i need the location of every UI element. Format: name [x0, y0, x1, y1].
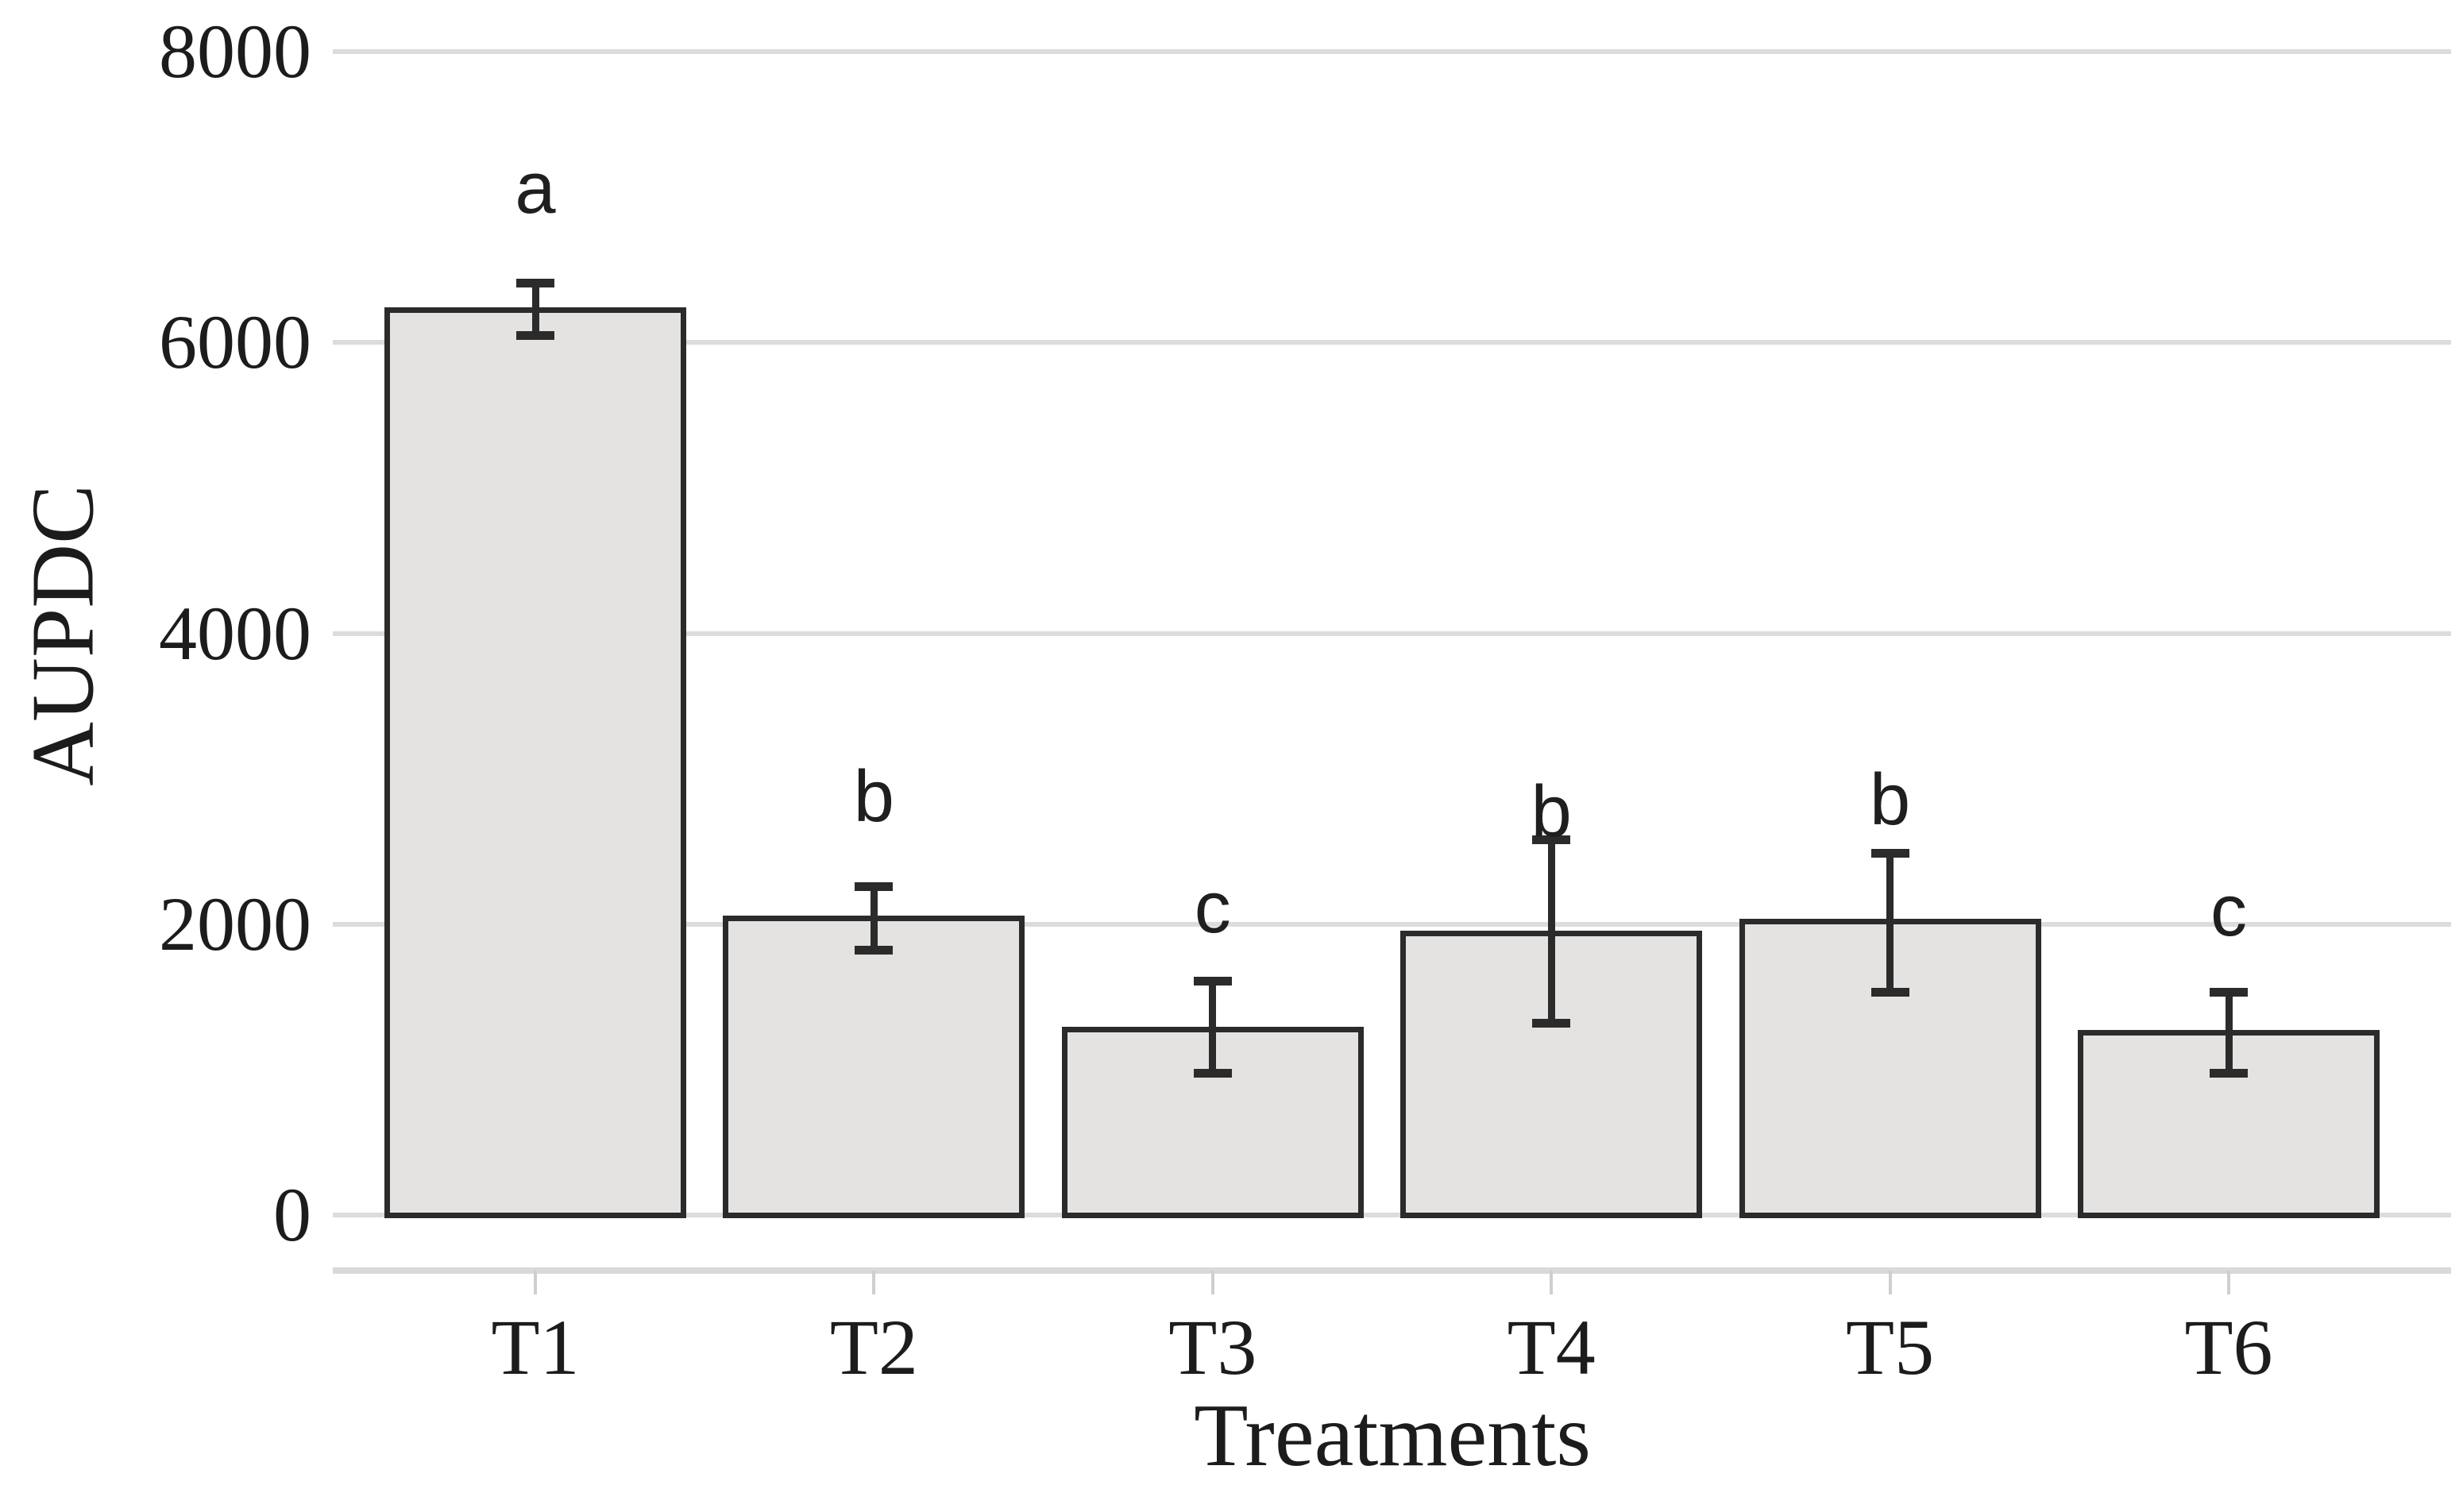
- error-bar-line: [870, 886, 878, 951]
- error-bar-cap-bottom: [516, 330, 554, 340]
- gridline: [333, 631, 2451, 636]
- gridline: [333, 49, 2451, 54]
- significance-letter: c: [2210, 870, 2247, 952]
- significance-letter: c: [1194, 866, 1231, 948]
- significance-letter: b: [1870, 759, 1911, 841]
- x-tick-mark: [1550, 1271, 1554, 1294]
- x-tick-label: T5: [1846, 1303, 1935, 1391]
- x-tick-mark: [2227, 1271, 2230, 1294]
- x-axis-line: [333, 1267, 2451, 1274]
- error-bar-line: [1547, 839, 1555, 1024]
- error-bar-cap-top: [2210, 988, 2248, 997]
- error-bar-cap-top: [855, 881, 894, 891]
- error-bar-line: [1886, 853, 1894, 993]
- x-tick-mark: [1210, 1271, 1214, 1294]
- y-tick-label: 4000: [159, 590, 311, 676]
- x-tick-label: T2: [829, 1303, 918, 1391]
- bar: [723, 915, 1025, 1218]
- x-tick-mark: [872, 1271, 876, 1294]
- error-bar-cap-bottom: [1532, 1018, 1571, 1028]
- x-tick-mark: [1888, 1271, 1892, 1294]
- x-tick-mark: [534, 1271, 537, 1294]
- significance-letter: b: [1531, 770, 1572, 852]
- error-bar-cap-top: [1193, 976, 1232, 986]
- y-tick-label: 6000: [159, 299, 311, 385]
- error-bar-cap-top: [516, 278, 554, 287]
- y-tick-label: 0: [273, 1172, 311, 1257]
- x-axis-title: Treatments: [1194, 1387, 1591, 1485]
- gridline: [333, 921, 2451, 927]
- significance-letter: a: [515, 148, 556, 230]
- error-bar-cap-bottom: [1870, 988, 1909, 997]
- bar: [384, 307, 686, 1218]
- error-bar-cap-bottom: [855, 946, 894, 955]
- x-tick-label: T6: [2184, 1303, 2273, 1391]
- gridline: [333, 340, 2451, 345]
- x-tick-label: T4: [1507, 1303, 1596, 1391]
- error-bar-cap-top: [1532, 835, 1571, 845]
- x-tick-label: T3: [1168, 1303, 1257, 1391]
- y-tick-label: 2000: [159, 881, 311, 966]
- y-tick-label: 8000: [159, 9, 311, 94]
- error-bar-line: [2225, 992, 2233, 1074]
- error-bar-cap-bottom: [1193, 1068, 1232, 1078]
- gridline: [333, 1213, 2451, 1217]
- error-bar-line: [531, 283, 539, 336]
- y-axis-title: AUPDC: [14, 484, 113, 786]
- significance-letter: b: [853, 755, 894, 837]
- x-tick-label: T1: [491, 1303, 580, 1391]
- error-bar-line: [1209, 981, 1217, 1074]
- error-bar-cap-top: [1870, 848, 1909, 858]
- error-bar-cap-bottom: [2210, 1068, 2248, 1078]
